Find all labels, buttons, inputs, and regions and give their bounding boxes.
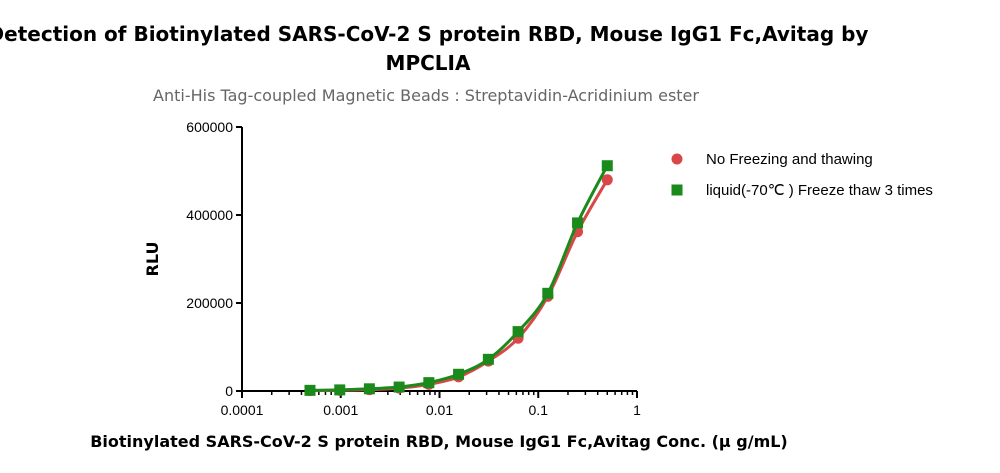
legend-marker-1 xyxy=(671,153,683,165)
y-tick-label: 400000 xyxy=(186,207,233,223)
series-2-point xyxy=(572,217,584,229)
x-tick-label: 0.1 xyxy=(529,402,549,418)
legend-marker-2 xyxy=(671,184,683,196)
series-2-point xyxy=(482,353,494,365)
x-tick-label: 1 xyxy=(633,402,641,418)
series-2-point xyxy=(512,326,524,338)
x-tick-label: 0.0001 xyxy=(221,402,264,418)
y-tick-label: 0 xyxy=(225,383,233,399)
chart-title-line2: MPCLIA xyxy=(386,51,471,75)
series-2-point xyxy=(453,368,465,380)
x-tick-label: 0.01 xyxy=(426,402,453,418)
legend: No Freezing and thawing liquid(-70℃ ) Fre… xyxy=(671,151,933,199)
y-axis-title: RLU xyxy=(143,242,162,277)
chart-title-line1: Detection of Biotinylated SARS-CoV-2 S p… xyxy=(0,22,868,46)
series-1-point xyxy=(601,174,613,186)
y-tick-label: 600000 xyxy=(186,119,233,135)
legend-label-2: liquid(-70℃ ) Freeze thaw 3 times xyxy=(706,182,933,199)
series-2-point xyxy=(334,384,346,396)
x-tick-label: 0.001 xyxy=(323,402,358,418)
series-2-point xyxy=(423,377,435,389)
series-1-curve xyxy=(309,179,609,393)
series-2-point xyxy=(542,287,554,299)
series-2-point xyxy=(601,160,613,172)
x-axis-title: Biotinylated SARS-CoV-2 S protein RBD, M… xyxy=(90,432,788,451)
legend-label-1: No Freezing and thawing xyxy=(706,151,873,168)
plot-area: 0 200000 400000 600000 0.0001 0.001 0.01 0.1 1 xyxy=(186,119,641,418)
chart-subtitle: Anti-His Tag-coupled Magnetic Beads : St… xyxy=(153,86,699,105)
series-2-point xyxy=(363,383,375,395)
y-tick-label: 200000 xyxy=(186,295,233,311)
series-2-point xyxy=(304,384,316,396)
series-2-curve xyxy=(309,165,609,392)
series-2-point xyxy=(393,381,405,393)
